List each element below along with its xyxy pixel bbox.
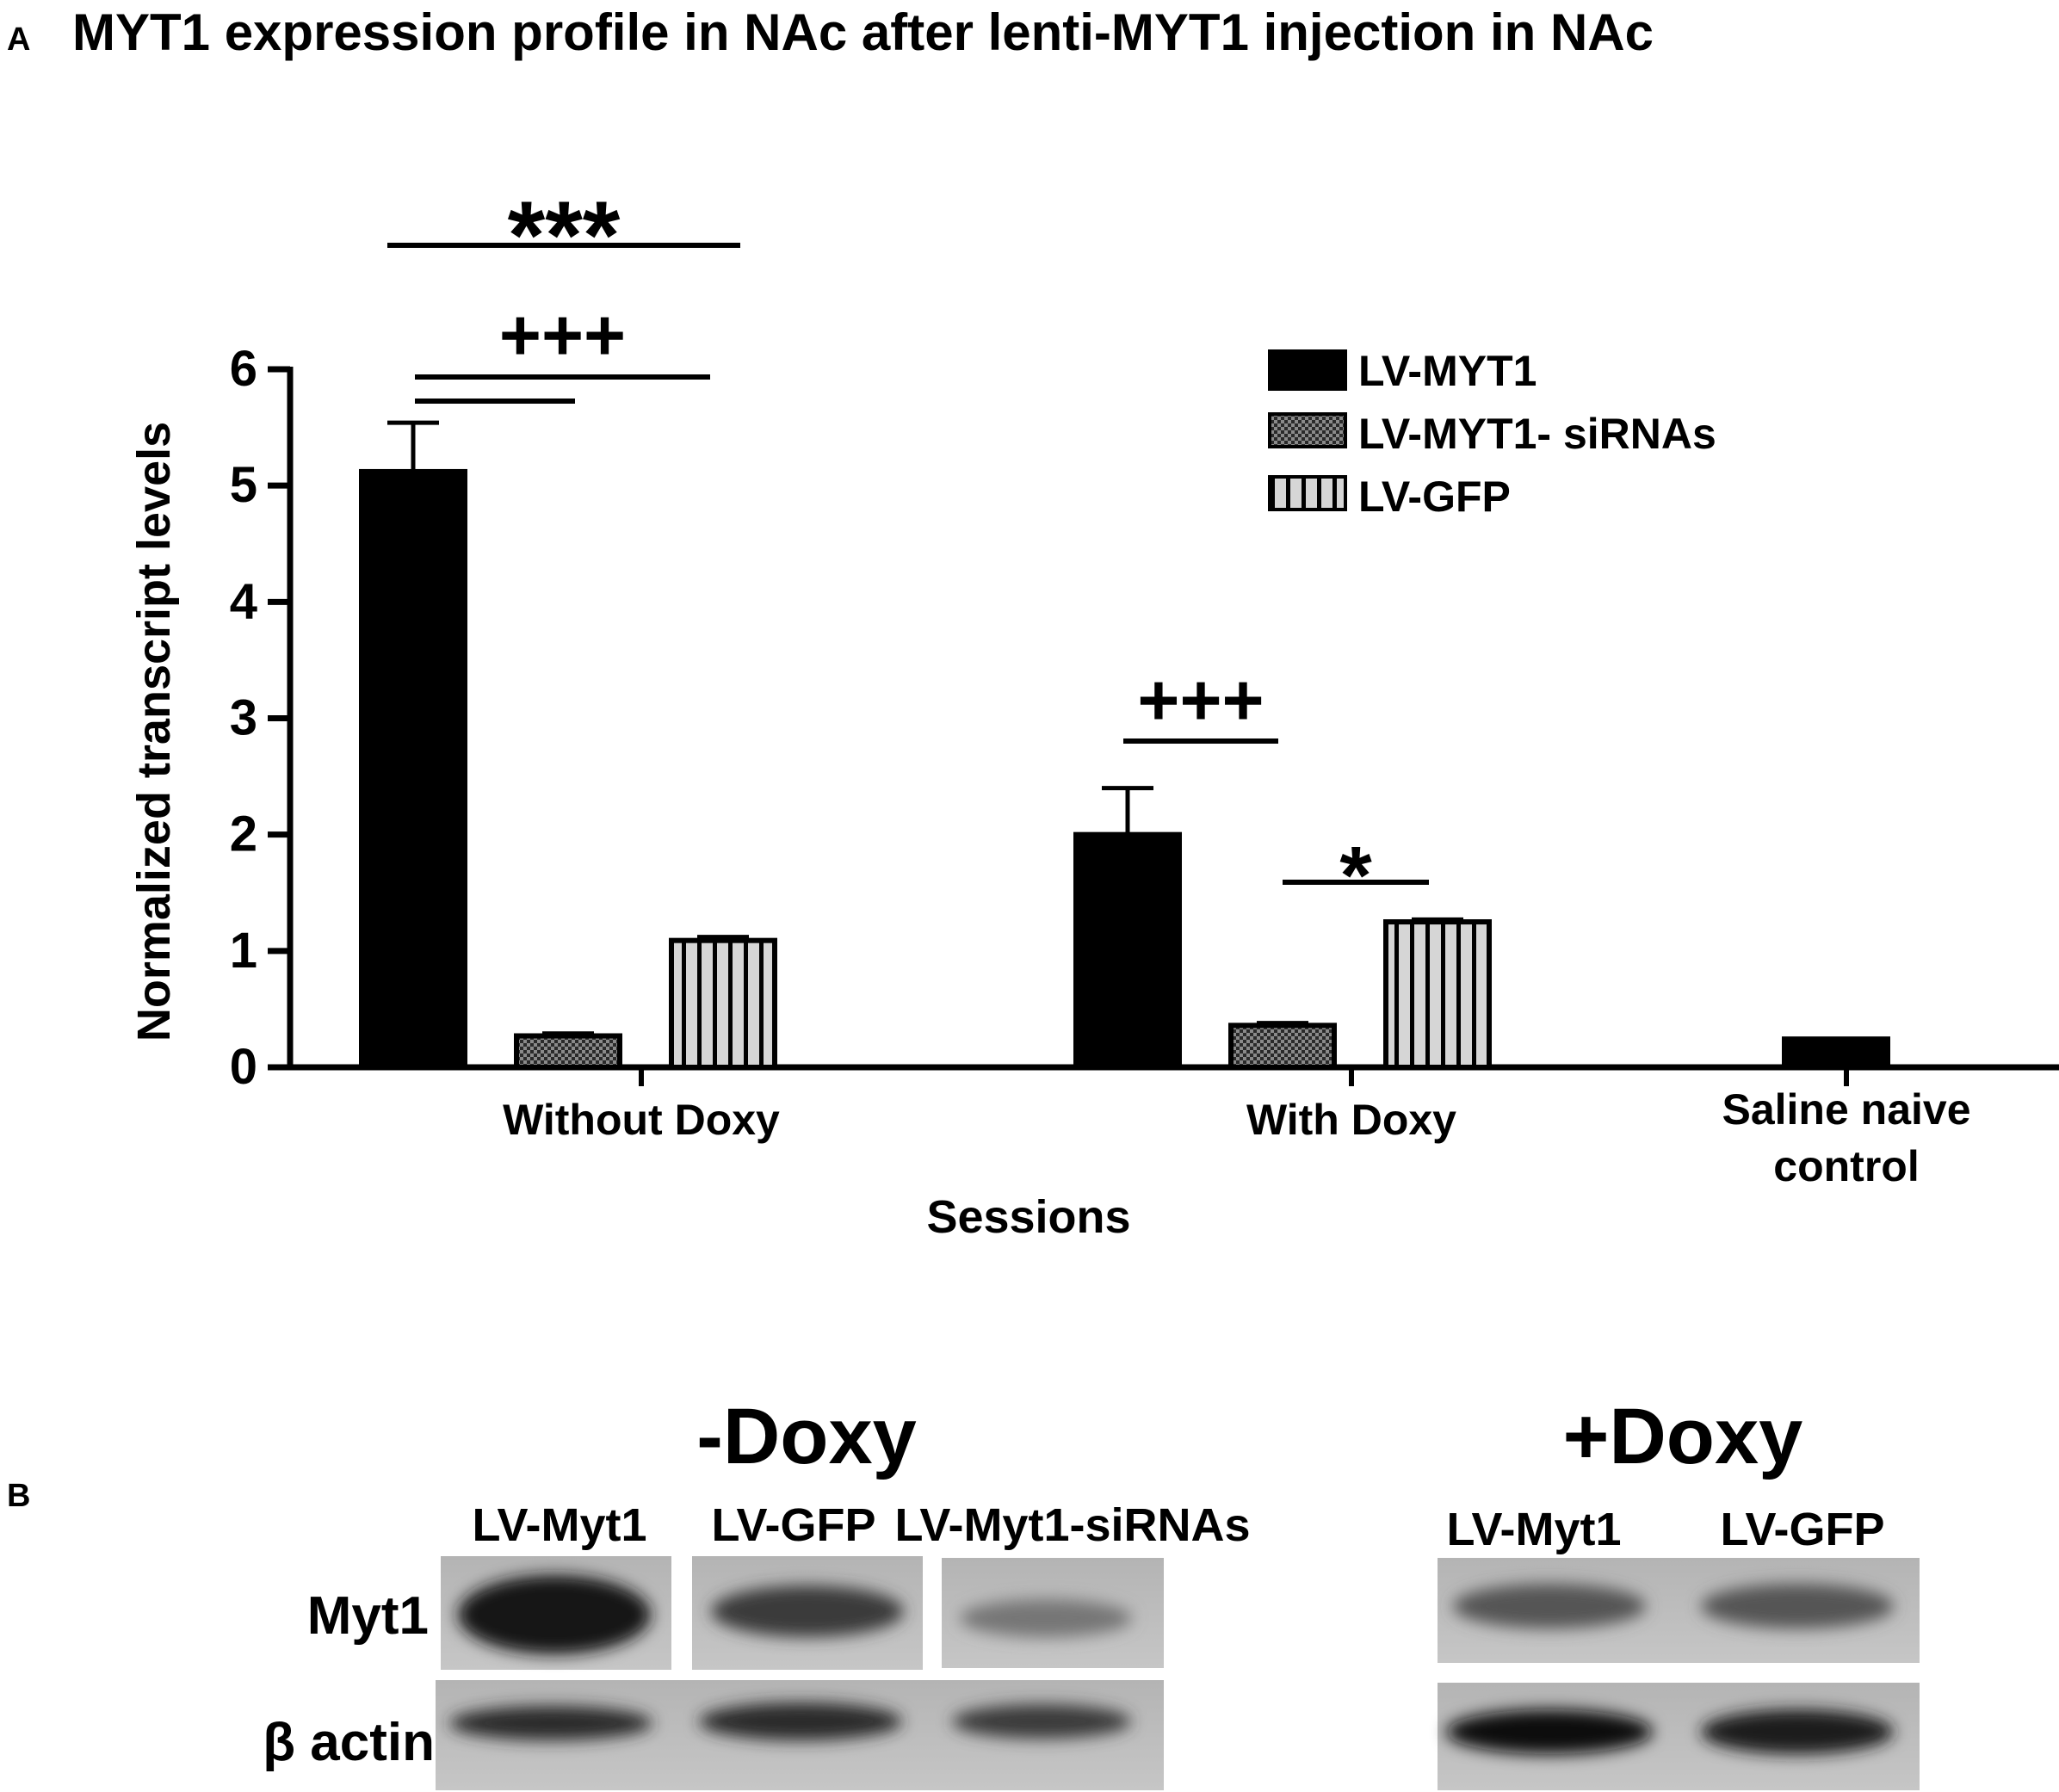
bar-lv-gfp xyxy=(1383,919,1492,1070)
x-tick-label: Saline naive control xyxy=(1722,1085,1970,1190)
bar-lv-myt1-sirnas xyxy=(514,1033,622,1071)
x-tick-label: Without Doxy xyxy=(503,1096,780,1144)
x-tick-label: With Doxy xyxy=(1246,1096,1456,1144)
bars xyxy=(359,468,1890,1071)
error-bars xyxy=(387,420,1463,1036)
legend: LV-MYT1 LV-MYT1- siRNAs LV-GFP xyxy=(1268,347,1716,521)
x-axis: Without Doxy With Doxy Saline naive control xyxy=(290,1064,2059,1190)
legend-swatch xyxy=(1268,412,1347,448)
lane-label-lv-gfp: LV-GFP xyxy=(711,1499,875,1551)
legend-swatch xyxy=(1268,475,1347,511)
y-axis: 0 1 2 3 4 5 6 xyxy=(230,341,294,1095)
western-blot-actin-minus-doxy xyxy=(436,1680,1164,1790)
panel-a-letter: A xyxy=(7,22,30,58)
significance-label: +++ xyxy=(1137,659,1264,740)
bar-lv-myt1 xyxy=(1073,831,1182,1071)
blot-group-heading-minus-doxy: -Doxy xyxy=(696,1393,917,1480)
y-tick-label: 2 xyxy=(230,806,257,862)
western-blot-myt1-plus-doxy xyxy=(1438,1558,1920,1663)
lane-label-lv-myt1: LV-Myt1 xyxy=(472,1499,646,1551)
y-tick-label: 3 xyxy=(230,690,257,746)
y-tick-label: 4 xyxy=(230,573,257,629)
western-blot-actin-plus-doxy xyxy=(1438,1683,1920,1790)
significance-label: *** xyxy=(508,182,621,289)
lane-label-lv-gfp-plus: LV-GFP xyxy=(1720,1504,1884,1555)
bar-lv-gfp xyxy=(669,937,777,1070)
lane-label-lv-myt1-sirnas: LV-Myt1-siRNAs xyxy=(894,1499,1250,1551)
y-tick-label: 6 xyxy=(230,341,257,397)
bar-lv-myt1 xyxy=(359,468,467,1070)
y-tick-label: 1 xyxy=(230,923,257,979)
row-label-myt1: Myt1 xyxy=(307,1586,429,1646)
significance-label: +++ xyxy=(499,294,626,375)
western-blot-myt1-minus-doxy xyxy=(441,1556,1164,1670)
bar-saline-control xyxy=(1782,1036,1890,1070)
row-label-beta-actin: β actin xyxy=(263,1713,435,1772)
y-tick-label: 0 xyxy=(230,1039,257,1095)
blot-group-heading-plus-doxy: +Doxy xyxy=(1563,1393,1803,1480)
significance-brackets: ***++++++* xyxy=(387,182,1429,922)
legend-swatch xyxy=(1268,349,1347,391)
panel-b-letter: B xyxy=(7,1478,30,1514)
lane-label-lv-myt1-plus: LV-Myt1 xyxy=(1446,1504,1621,1555)
legend-label: LV-GFP xyxy=(1358,473,1511,521)
significance-label: * xyxy=(1339,830,1372,922)
bar-chart: 0 1 2 3 4 5 6 Without Doxy With Doxy Saline naiv… xyxy=(128,182,2059,1243)
legend-label: LV-MYT1- siRNAs xyxy=(1358,410,1716,458)
legend-label: LV-MYT1 xyxy=(1358,347,1537,395)
y-tick-label: 5 xyxy=(230,457,257,513)
panel-a-title: MYT1 expression profile in NAc after len… xyxy=(72,3,1654,61)
y-axis-label: Normalized transcript levels xyxy=(128,422,180,1041)
bar-lv-myt1-sirnas xyxy=(1228,1023,1337,1070)
x-axis-label: Sessions xyxy=(926,1191,1130,1243)
